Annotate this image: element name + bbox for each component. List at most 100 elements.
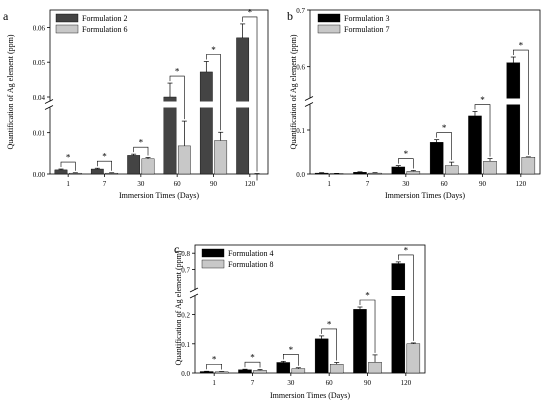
significance-star: *	[212, 355, 217, 365]
significance-bracket	[206, 363, 222, 370]
significance-star: *	[365, 291, 370, 301]
significance-star: *	[404, 149, 409, 159]
bar-formulation-3	[353, 172, 367, 175]
y-tick-label: 0.01	[33, 130, 46, 138]
y-tick-label: 0.2	[181, 312, 190, 320]
axis-break-gap	[191, 290, 199, 296]
significance-star: *	[519, 41, 524, 51]
y-tick-label: 0.6	[296, 64, 305, 72]
legend-label: Formulation 3	[344, 14, 390, 23]
y-tick-label: 0.1	[181, 341, 190, 349]
plot-frame	[49, 9, 269, 175]
legend-swatch	[55, 13, 79, 23]
x-tick-label: 30	[287, 379, 295, 387]
legend-label: Formulation 7	[344, 25, 390, 34]
x-tick-label: 120	[401, 379, 412, 387]
bar-formulation-4	[353, 309, 367, 374]
panel-label: c	[174, 242, 179, 256]
significance-star: *	[327, 319, 332, 329]
y-axis-title: Quantification of Ag element (ppm)	[289, 34, 298, 149]
x-tick-label: 120	[516, 180, 527, 188]
significance-bracket	[398, 158, 414, 169]
bar-formulation-4	[314, 338, 329, 374]
significance-star: *	[404, 245, 409, 255]
legend-swatch	[317, 24, 341, 34]
significance-star: *	[139, 138, 144, 148]
bar-formulation-7	[483, 161, 497, 175]
significance-star: *	[102, 152, 107, 162]
significance-bracket	[60, 161, 76, 171]
x-tick-label: 90	[210, 180, 218, 188]
bar-formulation-3	[468, 115, 482, 175]
bar-break-gap	[162, 101, 178, 108]
significance-bracket	[97, 160, 112, 171]
bar-formulation-2	[90, 168, 104, 175]
significance-star: *	[480, 95, 485, 105]
bar-formulation-4	[391, 263, 406, 374]
x-tick-label: 1	[66, 180, 70, 188]
panel-a: a 0.00 0.01 0.04 0.05 0.06 Quantification of A…	[3, 7, 269, 200]
y-axis-title: Quantification of Ag element (ppm)	[174, 250, 183, 365]
panel-label: a	[3, 9, 9, 23]
x-tick-label: 60	[326, 379, 334, 387]
bar-formulation-2	[127, 155, 141, 175]
x-axis-title: Immersion Times (Days)	[270, 391, 350, 400]
y-tick-label: 0.7	[181, 267, 190, 275]
bar-break-gap	[505, 98, 521, 105]
significance-star: *	[175, 67, 180, 77]
significance-bracket	[283, 354, 299, 366]
significance-bracket	[244, 361, 261, 368]
panel-b: b 0.0 0.1 0.6 0.7 Quantification of Ag elemen…	[287, 7, 541, 200]
bar-formulation-7	[406, 171, 421, 175]
bar-formulation-6	[105, 172, 119, 175]
y-tick-label: 0.7	[296, 7, 305, 15]
y-tick-label: 0.0	[181, 370, 190, 378]
legend-swatch	[55, 24, 79, 34]
bar-formulation-8	[406, 343, 421, 374]
bar-formulation-2	[54, 169, 68, 175]
legend-label: Formulation 4	[228, 249, 274, 258]
significance-bracket	[513, 49, 529, 155]
axis-break-mark	[304, 102, 314, 107]
legend-swatch	[201, 259, 225, 269]
x-tick-label: 30	[402, 180, 410, 188]
significance-star: *	[442, 123, 447, 133]
x-tick-label: 7	[103, 180, 107, 188]
bar-formulation-8	[291, 368, 306, 374]
bar-formulation-4	[238, 369, 252, 374]
significance-star: *	[248, 7, 253, 17]
bar-formulation-7	[444, 165, 459, 175]
axis-break-mark	[304, 96, 314, 101]
bar-formulation-3	[314, 172, 329, 175]
y-tick-label: 0.8	[181, 250, 190, 258]
y-tick-label: 0.0	[296, 171, 305, 179]
axis-break-gap	[46, 101, 54, 108]
x-tick-label: 90	[364, 379, 372, 387]
bar-formulation-4	[276, 362, 291, 374]
significance-star: *	[289, 345, 294, 355]
legend-label: Formulation 8	[228, 260, 274, 269]
significance-bracket	[242, 16, 258, 172]
x-tick-label: 7	[251, 379, 255, 387]
significance-bracket	[398, 254, 414, 341]
bar-break-gap	[199, 101, 214, 108]
bar-formulation-6	[177, 145, 191, 175]
bar-formulation-8	[368, 361, 382, 374]
significance-bracket	[206, 54, 221, 131]
x-axis-title: Immersion Times (Days)	[119, 191, 199, 200]
x-tick-label: 120	[245, 180, 256, 188]
legend-label: Formulation 2	[82, 14, 128, 23]
bar-formulation-6	[68, 172, 82, 175]
plot-frame	[309, 9, 541, 175]
significance-bracket	[359, 299, 376, 353]
panel-label: b	[287, 9, 293, 23]
legend-swatch	[201, 248, 225, 258]
bar-break-gap	[235, 101, 250, 108]
axis-break-mark	[44, 105, 54, 110]
y-tick-label: 0.05	[33, 59, 46, 67]
x-tick-label: 60	[441, 180, 449, 188]
bar-formulation-2	[163, 96, 177, 175]
bar-break-gap	[390, 290, 406, 296]
legend-swatch	[317, 13, 341, 23]
